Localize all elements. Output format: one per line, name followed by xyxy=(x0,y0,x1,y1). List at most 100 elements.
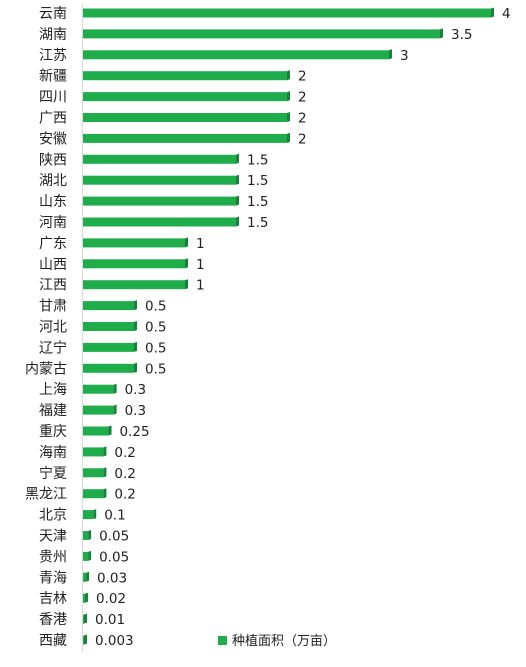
category-label: 黑龙江 xyxy=(25,487,67,503)
bar xyxy=(83,238,185,248)
bar-side xyxy=(113,383,117,394)
bar-side xyxy=(287,132,290,143)
bar-side xyxy=(108,425,112,436)
bar-side xyxy=(85,592,89,603)
bar xyxy=(83,447,104,457)
value-label: 3 xyxy=(400,48,409,64)
category-label: 香港 xyxy=(39,612,67,628)
category-label: 山东 xyxy=(39,194,67,210)
bar-side xyxy=(287,91,290,102)
value-label: 1.5 xyxy=(247,173,268,189)
category-label: 安徽 xyxy=(39,131,67,147)
value-labels: 4 3.5 3 2 2 2 2 1.5 1.5 1.5 1.5 1 1 1 0.5 0.5 0.5 0.5 0.3 0… xyxy=(95,6,511,649)
category-label: 北京 xyxy=(39,508,67,524)
category-label: 内蒙古 xyxy=(25,361,67,377)
bar xyxy=(83,635,84,645)
bar-side xyxy=(103,488,107,499)
bar-side xyxy=(113,404,117,415)
category-label: 湖南 xyxy=(39,27,67,43)
value-label: 4 xyxy=(502,6,511,22)
value-label: 2 xyxy=(298,111,307,127)
category-labels: 云南湖南江苏新疆四川广西安徽陕西湖北山东河南广东山西江西甘肃河北辽宁内蒙古上海福… xyxy=(25,6,67,649)
bar xyxy=(83,301,134,311)
value-label: 0.3 xyxy=(125,382,146,398)
value-label: 3.5 xyxy=(451,27,472,43)
bar-side xyxy=(287,70,290,81)
value-label: 0.5 xyxy=(145,340,166,356)
value-label: 2 xyxy=(298,131,307,147)
value-label: 1.5 xyxy=(247,215,268,231)
value-label: 2 xyxy=(298,90,307,106)
bar xyxy=(83,322,134,331)
value-label: 2 xyxy=(298,69,307,85)
bar-side xyxy=(185,258,188,269)
category-label: 重庆 xyxy=(39,424,67,440)
legend-label: 种植面积（万亩） xyxy=(232,633,336,649)
bar-side xyxy=(491,7,494,18)
bar xyxy=(83,71,287,81)
bar xyxy=(83,29,440,39)
bar xyxy=(83,154,236,164)
category-label: 辽宁 xyxy=(39,339,67,356)
category-label: 吉林 xyxy=(39,591,67,607)
bar xyxy=(83,50,389,60)
bar xyxy=(83,217,236,227)
bar-side xyxy=(88,550,92,561)
category-label: 福建 xyxy=(39,403,67,419)
bar-side xyxy=(103,446,107,457)
bar xyxy=(83,92,287,102)
bar-side xyxy=(236,216,239,227)
bar xyxy=(83,531,89,540)
category-label: 海南 xyxy=(39,445,67,461)
bar xyxy=(83,426,109,436)
bar xyxy=(83,405,114,415)
bar-side xyxy=(236,153,239,164)
bar-side xyxy=(287,112,290,122)
value-label: 0.5 xyxy=(145,299,166,315)
bar-side xyxy=(86,571,90,582)
legend: 种植面积（万亩） xyxy=(218,633,336,649)
value-label: 0.2 xyxy=(114,487,135,503)
category-label: 贵州 xyxy=(39,549,67,565)
value-label: 1 xyxy=(196,236,205,252)
bar xyxy=(83,8,491,18)
bar xyxy=(83,384,114,394)
category-label: 河北 xyxy=(39,320,67,336)
category-label: 江苏 xyxy=(39,48,67,64)
legend-swatch xyxy=(218,636,227,645)
value-label: 1 xyxy=(196,257,205,273)
value-label: 0.25 xyxy=(120,424,150,440)
value-label: 0.2 xyxy=(114,445,135,461)
bar-side xyxy=(84,613,88,624)
value-label: 0.1 xyxy=(104,508,125,524)
bar-side xyxy=(389,49,392,60)
value-label: 1 xyxy=(196,278,205,294)
bar xyxy=(83,614,85,624)
bar-side xyxy=(134,362,137,373)
bar xyxy=(83,510,94,520)
category-label: 四川 xyxy=(39,90,67,106)
value-label: 0.05 xyxy=(99,549,129,565)
category-label: 西藏 xyxy=(39,633,67,649)
value-label: 0.3 xyxy=(125,403,146,419)
value-label: 0.003 xyxy=(95,633,134,649)
category-label: 湖北 xyxy=(39,173,67,189)
bar-side xyxy=(440,28,443,39)
bar xyxy=(83,593,86,603)
bar xyxy=(83,551,89,561)
bar xyxy=(83,259,185,269)
value-label: 0.03 xyxy=(97,570,127,586)
category-label: 陕西 xyxy=(39,152,67,168)
category-label: 宁夏 xyxy=(39,465,67,482)
bar-side xyxy=(185,237,188,248)
bar xyxy=(83,280,185,290)
bar-side xyxy=(134,300,137,311)
bar-group xyxy=(83,7,494,645)
category-label: 新疆 xyxy=(39,69,67,85)
bar xyxy=(83,175,236,185)
category-label: 河南 xyxy=(39,215,67,231)
category-label: 上海 xyxy=(39,382,67,398)
bar xyxy=(83,468,104,478)
value-label: 0.05 xyxy=(99,529,129,545)
bar xyxy=(83,572,87,582)
